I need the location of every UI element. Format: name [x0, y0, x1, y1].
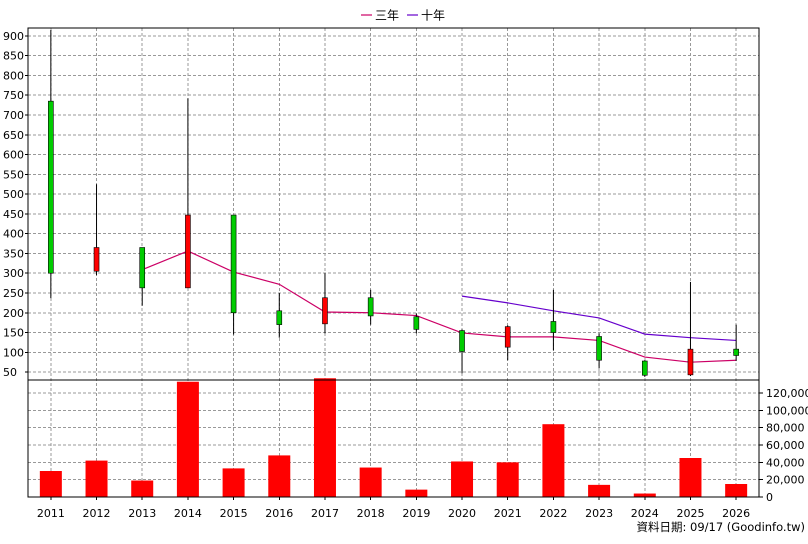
grid — [28, 28, 759, 497]
candle-body — [641, 360, 648, 376]
x-tick-label: 2011 — [37, 507, 65, 520]
volume-bar — [131, 480, 154, 497]
candle-body — [733, 348, 739, 356]
price-tick-label: 850 — [3, 50, 24, 63]
x-tick-label: 2025 — [676, 507, 704, 520]
ma3-line — [141, 250, 737, 363]
candle-body — [185, 214, 191, 289]
volume-tick-label: 20,000 — [766, 474, 805, 487]
x-tick-label: 2016 — [265, 507, 293, 520]
legend: 三年 十年 — [361, 9, 445, 23]
x-tick-label: 2021 — [494, 507, 522, 520]
price-tick-label: 750 — [3, 89, 24, 102]
plot-frame — [27, 27, 760, 498]
volume-tick-label: 100,000 — [766, 404, 808, 417]
candle-body — [550, 321, 557, 333]
x-tick-label: 2024 — [631, 507, 659, 520]
price-tick-label: 900 — [3, 30, 24, 43]
volume-bar — [85, 460, 108, 497]
volume-bar — [451, 461, 474, 497]
price-tick-label: 550 — [3, 168, 24, 181]
volume-tick-label: 40,000 — [766, 456, 805, 469]
candle-body — [322, 297, 328, 325]
source-footer: 資料日期: 09/17 (Goodinfo.tw) — [636, 520, 805, 534]
volume-tick-label: 120,000 — [766, 387, 808, 400]
volume-bar — [679, 458, 702, 497]
candle-body — [230, 214, 237, 314]
x-tick-label: 2013 — [128, 507, 156, 520]
candle-body — [93, 247, 100, 272]
candle-body — [367, 297, 374, 317]
frame-border — [27, 27, 760, 498]
candle-body — [504, 326, 511, 348]
volume-bar — [222, 468, 245, 497]
volume-bar — [542, 424, 565, 497]
price-tick-label: 700 — [3, 109, 24, 122]
price-tick-label: 500 — [3, 188, 24, 201]
x-tick-label: 2015 — [220, 507, 248, 520]
candlesticks — [48, 29, 739, 377]
x-tick-label: 2022 — [539, 507, 567, 520]
candle-body — [596, 336, 602, 361]
price-tick-label: 800 — [3, 69, 24, 82]
volume-bar — [496, 462, 519, 497]
x-tick-label: 2014 — [174, 507, 202, 520]
price-tick-label: 200 — [3, 307, 24, 320]
volume-bars — [39, 378, 748, 497]
candle-body — [48, 100, 54, 274]
candle-body — [276, 310, 283, 325]
x-tick-label: 2020 — [448, 507, 476, 520]
legend-ma3-label: 三年 — [375, 9, 399, 23]
x-tick-label: 2026 — [722, 507, 750, 520]
axes: 50 100 150 200 250 300 350 400 450 500 550 600 650 70… — [3, 30, 808, 520]
price-tick-label: 250 — [3, 287, 24, 300]
volume-bar — [313, 378, 336, 497]
volume-tick-label: 0 — [766, 491, 773, 504]
price-tick-label: 350 — [3, 247, 24, 260]
x-tick-label: 2018 — [357, 507, 385, 520]
x-tick-label: 2019 — [402, 507, 430, 520]
x-tick-label: 2017 — [311, 507, 339, 520]
volume-tick-label: 60,000 — [766, 439, 805, 452]
volume-bar — [359, 467, 382, 497]
volume-tick-label: 80,000 — [766, 422, 805, 435]
volume-bar — [725, 484, 748, 497]
volume-bar — [633, 493, 656, 497]
x-tick-label: 2012 — [83, 507, 111, 520]
price-tick-label: 300 — [3, 267, 24, 280]
volume-bar — [588, 484, 611, 497]
price-tick-label: 50 — [3, 366, 17, 379]
candle-body — [687, 348, 694, 376]
price-tick-label: 400 — [3, 228, 24, 241]
price-tick-label: 150 — [3, 327, 24, 340]
price-tick-label: 600 — [3, 149, 24, 162]
candle-body — [459, 330, 465, 352]
price-tick-label: 100 — [3, 346, 24, 359]
x-tick-label: 2023 — [585, 507, 613, 520]
volume-bar — [176, 381, 199, 497]
volume-bar — [39, 471, 62, 497]
price-tick-label: 650 — [3, 129, 24, 142]
price-tick-label: 450 — [3, 208, 24, 221]
candle-body — [139, 247, 146, 289]
volume-bar — [268, 455, 291, 497]
candle-body — [413, 316, 420, 330]
legend-ma10-label: 十年 — [421, 9, 445, 23]
volume-bar — [405, 489, 428, 497]
